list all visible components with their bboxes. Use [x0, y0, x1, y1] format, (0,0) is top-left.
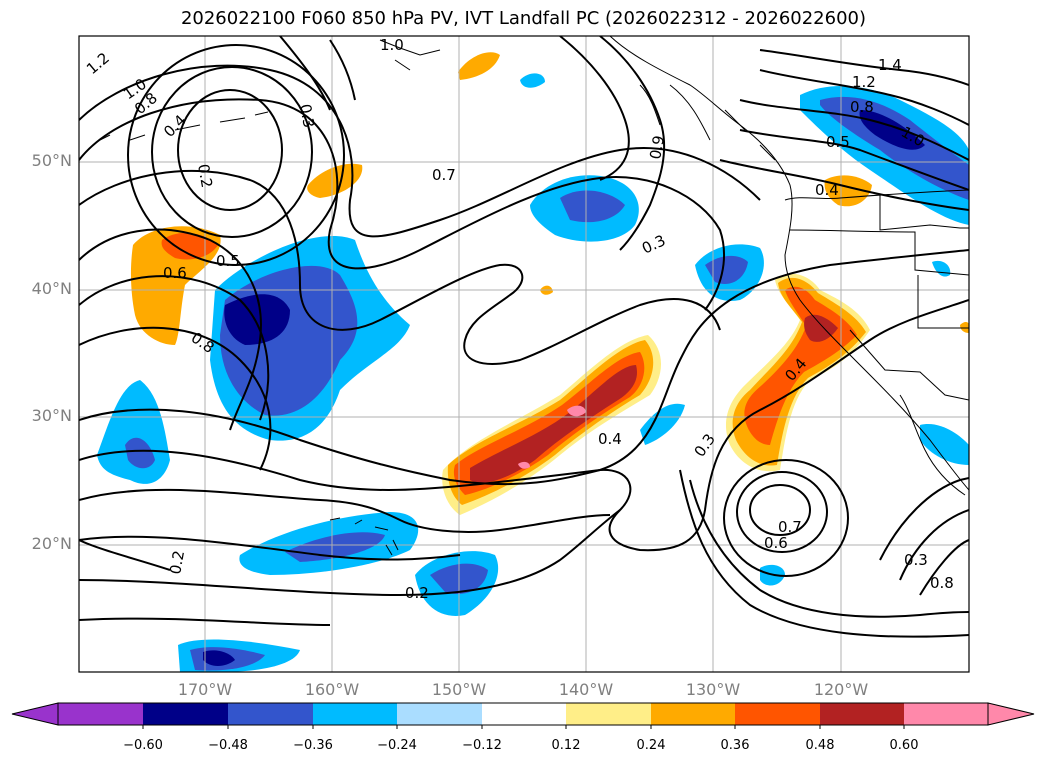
lon-label-170w: 170°W: [177, 680, 233, 699]
contour-label: 0.6: [163, 264, 187, 282]
colorbar-tick: 0.36: [720, 738, 750, 753]
map-frame: [78, 35, 970, 673]
colorbar-tick: 0.24: [636, 738, 666, 753]
contour-label: 0.4: [598, 430, 622, 448]
contour-label: 0.8: [850, 98, 874, 116]
contour-label: 0.2: [166, 549, 188, 576]
colorbar-tick: −0.48: [208, 738, 248, 753]
contour-label: 0.3: [904, 551, 928, 569]
colorbar-tick: −0.36: [293, 738, 333, 753]
colorbar-tick: 0.48: [805, 738, 835, 753]
colorbar-tick: 0.60: [889, 738, 919, 753]
lon-label-140w: 140°W: [558, 680, 614, 699]
contour-label: 0.2: [405, 584, 429, 602]
coastlines: [99, 36, 969, 556]
contour-label: 0.5: [216, 252, 240, 270]
colorbar-arrow-high: [987, 702, 1035, 726]
pv-contours: [79, 36, 969, 638]
contour-label: 0.4: [815, 181, 839, 199]
colorbar-tick: −0.60: [123, 738, 163, 753]
lat-label-30n: 30°N: [31, 406, 72, 425]
gridlines: [79, 36, 969, 672]
contour-label: 0.7: [432, 166, 456, 184]
contour-label: 0.3: [296, 103, 318, 130]
colorbar: [11, 702, 1035, 729]
lat-label-40n: 40°N: [31, 279, 72, 298]
positive-shading: [130, 52, 969, 515]
colorbar-tick: −0.12: [462, 738, 502, 753]
contour-label: 1.0: [380, 36, 404, 54]
lat-label-20n: 20°N: [31, 534, 72, 553]
contour-label: 0.8: [930, 574, 954, 592]
contour-label: 1.2: [852, 73, 876, 91]
lat-label-50n: 50°N: [31, 151, 72, 170]
map-title: 2026022100 F060 850 hPa PV, IVT Landfall…: [180, 8, 867, 29]
lon-label-160w: 160°W: [304, 680, 360, 699]
contour-label: 0.2: [194, 163, 216, 190]
colorbar-tick: −0.24: [377, 738, 417, 753]
contour-label: 1.4: [878, 56, 902, 74]
lon-label-120w: 120°W: [813, 680, 869, 699]
contour-label: 0.7: [778, 518, 802, 536]
contour-label: 0.9: [646, 134, 668, 161]
colorbar-tick: 0.12: [551, 738, 581, 753]
negative-shading: [97, 73, 969, 672]
contour-label: 0.6: [764, 534, 788, 552]
lon-label-130w: 130°W: [685, 680, 741, 699]
contour-label: 0.5: [826, 133, 850, 151]
lon-label-150w: 150°W: [431, 680, 487, 699]
colorbar-arrow-low: [11, 702, 59, 726]
